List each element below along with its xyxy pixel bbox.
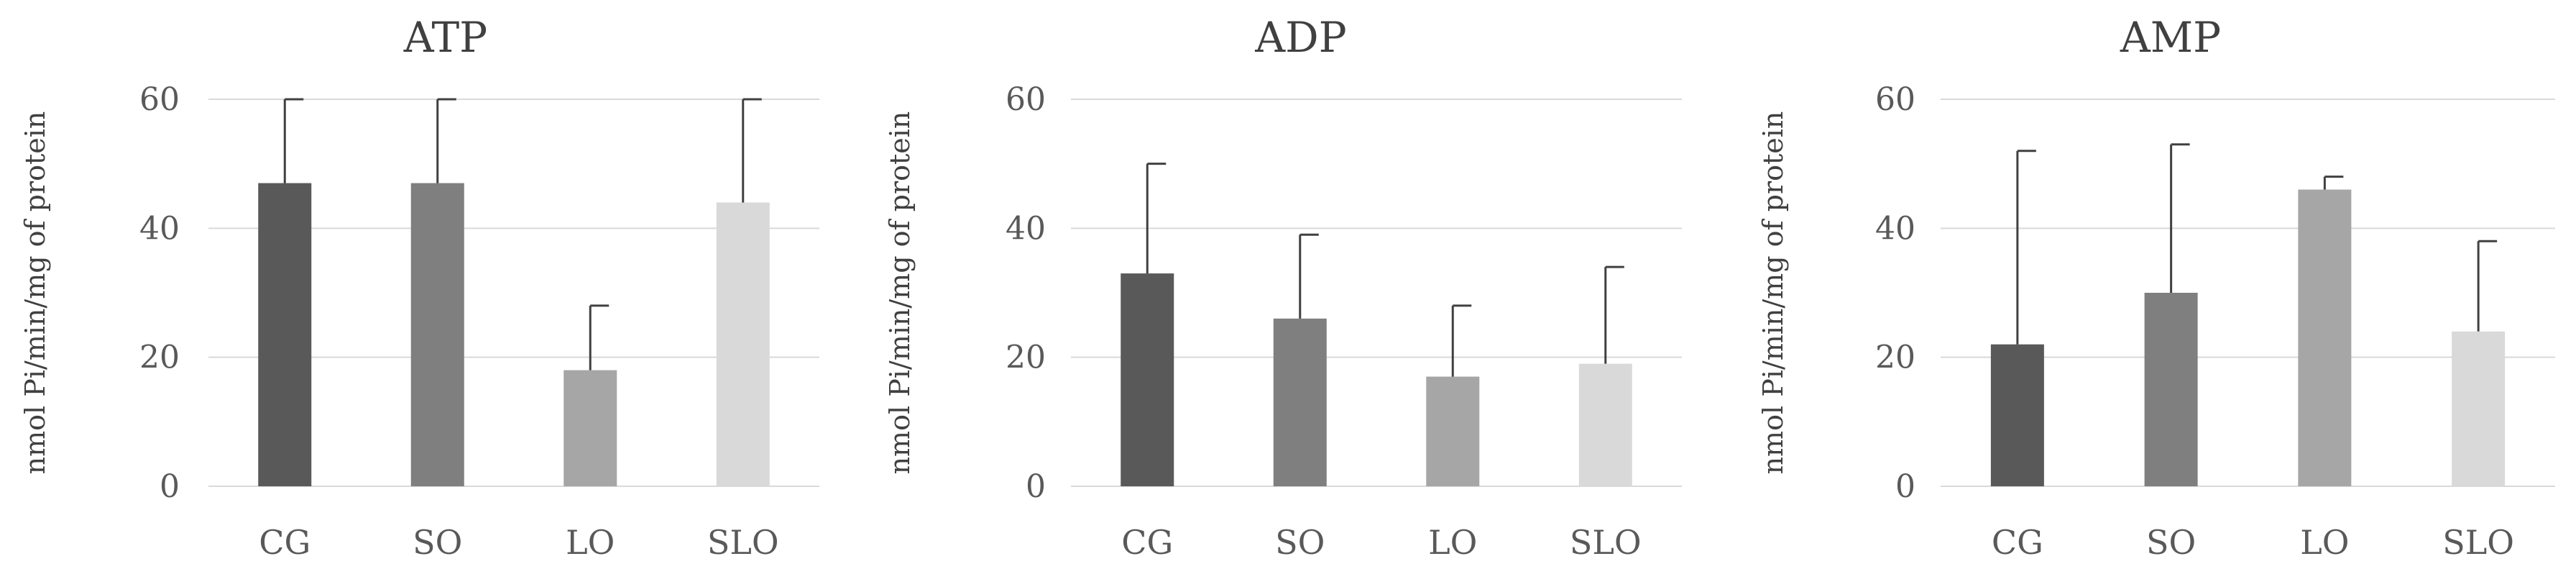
error-bar-cg xyxy=(2016,150,2036,345)
error-bar-lo xyxy=(589,304,610,370)
x-category-label: SLO xyxy=(707,523,779,562)
y-tick-label: 60 xyxy=(1006,81,1046,118)
y-axis-title: nmol Pi/min/mg of protein xyxy=(1757,111,1789,475)
y-axis-title: nmol Pi/min/mg of protein xyxy=(19,111,51,475)
error-bar-slo xyxy=(1604,265,1624,364)
y-tick-label: 40 xyxy=(1006,210,1046,247)
chart-adp: ADP nmol Pi/min/mg of protein 0 20 40 60 CG SO L… xyxy=(884,13,1682,562)
x-category-label: LO xyxy=(566,523,615,562)
y-tick-label: 40 xyxy=(1875,210,1915,247)
chart-amp: AMP nmol Pi/min/mg of protein 0 20 40 60 CG SO L… xyxy=(1757,13,2555,562)
chart-title: ATP xyxy=(403,13,487,62)
bar-so xyxy=(1273,318,1327,486)
y-tick-label: 40 xyxy=(139,210,180,247)
y-tick-label: 0 xyxy=(1895,468,1915,505)
x-category-label: SO xyxy=(413,523,462,562)
x-category-label: LO xyxy=(1428,523,1477,562)
bar-cg xyxy=(258,183,312,487)
x-category-label: SO xyxy=(2146,523,2196,562)
bar-cg xyxy=(1990,344,2044,486)
bar-lo xyxy=(1426,376,1480,486)
y-tick-label: 20 xyxy=(139,340,180,376)
y-tick-label: 20 xyxy=(1875,340,1915,376)
x-category-label: CG xyxy=(259,523,310,562)
error-bar-cg xyxy=(283,98,304,183)
x-category-label: CG xyxy=(1121,523,1173,562)
x-category-label: LO xyxy=(2300,523,2349,562)
x-category-label: SLO xyxy=(1570,523,1642,562)
error-bar-so xyxy=(1299,233,1319,319)
error-bar-lo xyxy=(2323,176,2344,190)
error-bar-slo xyxy=(2477,240,2498,332)
x-category-label: SLO xyxy=(2442,523,2514,562)
y-tick-label: 0 xyxy=(1026,468,1046,505)
bar-lo xyxy=(2298,189,2352,486)
chart-title: ADP xyxy=(1254,13,1346,62)
y-tick-label: 20 xyxy=(1006,340,1046,376)
y-tick-label: 0 xyxy=(160,468,180,505)
y-axis-title: nmol Pi/min/mg of protein xyxy=(884,111,916,475)
bar-lo xyxy=(564,370,617,486)
chart-atp: ATP nmol Pi/min/mg of protein 0 20 40 60 CG SO L… xyxy=(19,13,819,562)
bar-so xyxy=(410,183,464,487)
y-tick-label: 60 xyxy=(1875,81,1915,118)
error-bar-slo xyxy=(742,98,762,203)
x-category-label: SO xyxy=(1275,523,1325,562)
bar-cg xyxy=(1121,273,1174,486)
y-tick-label: 60 xyxy=(139,81,180,118)
x-category-label: CG xyxy=(1992,523,2043,562)
error-bar-so xyxy=(2170,143,2190,293)
error-bar-so xyxy=(436,98,456,183)
bar-slo xyxy=(2452,331,2506,486)
bar-slo xyxy=(716,202,770,486)
chart-title: AMP xyxy=(2120,13,2221,62)
error-bar-cg xyxy=(1146,163,1167,274)
error-bar-lo xyxy=(1451,304,1472,377)
bar-so xyxy=(2144,293,2198,486)
bar-slo xyxy=(1578,363,1632,486)
